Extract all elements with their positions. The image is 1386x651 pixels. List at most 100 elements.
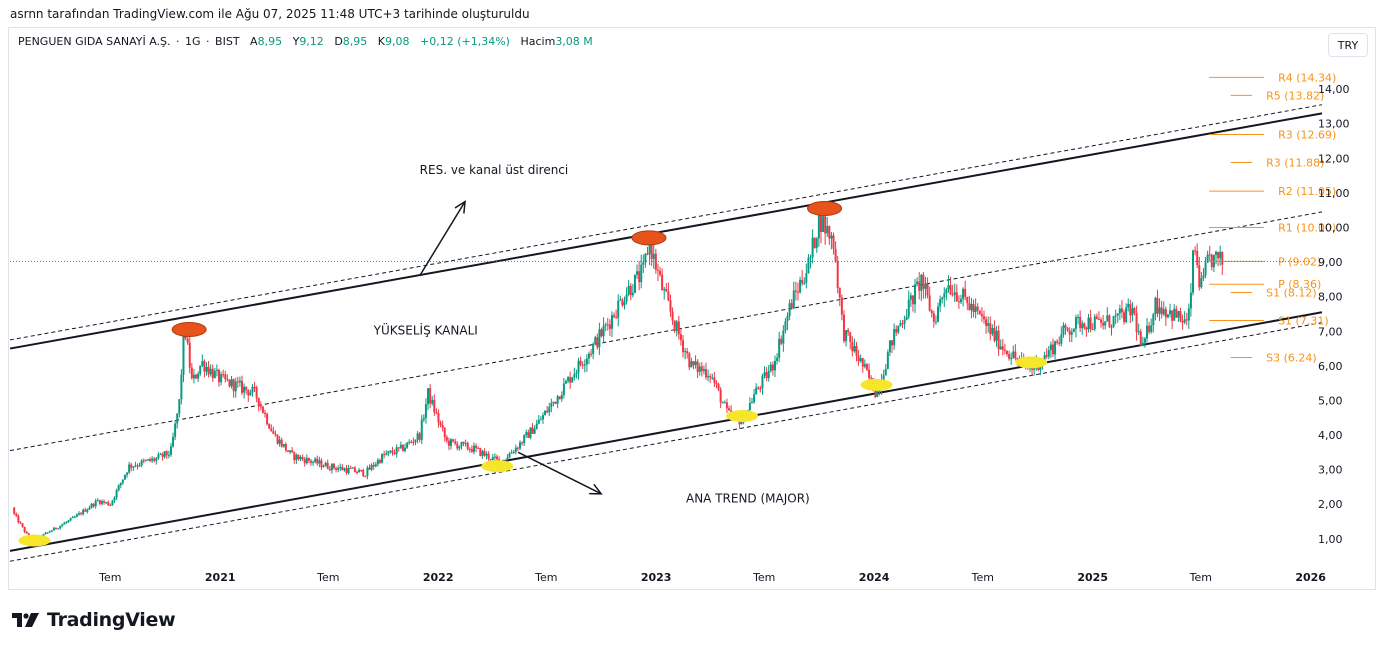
candle-body bbox=[1135, 313, 1138, 333]
tradingview-brand[interactable]: TradingView bbox=[11, 609, 176, 631]
candle-body bbox=[692, 361, 695, 366]
upper-dashed-line[interactable] bbox=[9, 104, 1323, 341]
top-ellipse[interactable] bbox=[171, 322, 207, 338]
candle-body bbox=[215, 369, 218, 371]
legend-volume-value: 3,08 M bbox=[555, 35, 593, 48]
legend-symbol[interactable]: PENGUEN GIDA SANAYİ A.Ş. bbox=[18, 35, 171, 48]
candle-body bbox=[475, 445, 478, 448]
candle-body bbox=[1194, 250, 1197, 252]
candle-body bbox=[75, 514, 78, 517]
candle-body bbox=[619, 299, 622, 301]
top-ellipse[interactable] bbox=[807, 200, 843, 216]
candle-body bbox=[103, 501, 106, 503]
candle-body bbox=[510, 452, 513, 454]
candle-body bbox=[94, 500, 97, 507]
candle-body bbox=[54, 527, 57, 529]
candle-body bbox=[602, 325, 605, 337]
candle-body bbox=[364, 476, 367, 478]
top-ellipse[interactable] bbox=[631, 230, 667, 246]
candle-body bbox=[293, 452, 296, 461]
candle-body bbox=[905, 316, 908, 320]
candle-body bbox=[836, 261, 839, 288]
candle-body bbox=[723, 402, 726, 404]
upper-channel-line[interactable] bbox=[9, 112, 1323, 350]
candle-body bbox=[1049, 344, 1052, 351]
candle-body bbox=[690, 361, 693, 368]
candle-body bbox=[226, 379, 229, 381]
candle-body bbox=[439, 422, 442, 426]
candle-body bbox=[924, 284, 927, 289]
bottom-ellipse[interactable] bbox=[860, 378, 893, 391]
candle-body bbox=[755, 387, 758, 395]
candle-body bbox=[759, 388, 762, 390]
candle-body bbox=[516, 447, 519, 449]
candle-body bbox=[399, 444, 402, 448]
candle-body bbox=[466, 442, 469, 449]
lower-dashed-line[interactable] bbox=[9, 322, 1323, 562]
candle-body bbox=[1179, 311, 1182, 322]
candle-body bbox=[44, 532, 47, 535]
candle-body bbox=[1215, 251, 1218, 255]
candle-body bbox=[891, 340, 894, 346]
candle-body bbox=[583, 364, 586, 366]
candle-body bbox=[644, 253, 647, 263]
candle-body bbox=[859, 358, 862, 362]
candle-body bbox=[985, 319, 988, 326]
trend-arrow[interactable] bbox=[517, 451, 603, 495]
pivot-label: R4 (14.34) bbox=[1278, 71, 1336, 84]
candle-body bbox=[987, 323, 990, 326]
trend-annotation[interactable]: ANA TREND (MAJOR) bbox=[686, 491, 810, 505]
bottom-ellipse[interactable] bbox=[18, 534, 51, 547]
bottom-ellipse[interactable] bbox=[1015, 356, 1048, 369]
candle-body bbox=[909, 295, 912, 300]
candle-body bbox=[1045, 355, 1048, 357]
candle-body bbox=[1081, 323, 1084, 329]
candle-body bbox=[389, 450, 392, 452]
legend-close-value: 9,08 bbox=[385, 35, 410, 48]
x-tick-label: 2021 bbox=[205, 571, 236, 584]
resistance-annotation[interactable]: RES. ve kanal üst direnci bbox=[420, 163, 569, 177]
candle-body bbox=[886, 352, 889, 369]
candle-body bbox=[98, 500, 101, 504]
candle-body bbox=[1154, 297, 1157, 315]
candle-body bbox=[1196, 251, 1199, 266]
candle-body bbox=[849, 332, 852, 342]
candle-body bbox=[437, 413, 440, 423]
resistance-arrow[interactable] bbox=[419, 200, 466, 277]
candle-body bbox=[679, 334, 682, 341]
candle-body bbox=[840, 297, 843, 315]
lower-trend-line[interactable] bbox=[9, 311, 1323, 552]
channel-annotation[interactable]: YÜKSELİŞ KANALI bbox=[373, 322, 478, 338]
candle-body bbox=[809, 257, 812, 259]
candle-body bbox=[629, 285, 632, 296]
candle-body bbox=[826, 226, 829, 234]
candle-body bbox=[636, 271, 639, 275]
candle-body bbox=[146, 459, 149, 461]
candle-body bbox=[412, 442, 415, 444]
candle-body bbox=[575, 372, 578, 375]
candle-body bbox=[163, 451, 166, 457]
legend-interval[interactable]: 1G bbox=[185, 35, 201, 48]
currency-button[interactable]: TRY bbox=[1328, 33, 1368, 57]
candle-body bbox=[914, 284, 917, 305]
middle-dashed-line[interactable] bbox=[9, 211, 1323, 452]
candle-body bbox=[261, 406, 264, 413]
candle-body bbox=[815, 238, 818, 248]
candle-body bbox=[249, 392, 252, 396]
candle-body bbox=[136, 465, 139, 467]
candle-body bbox=[232, 379, 235, 392]
candle-body bbox=[57, 528, 60, 530]
bottom-ellipse[interactable] bbox=[726, 409, 759, 422]
candle-body bbox=[182, 331, 185, 375]
candle-body bbox=[17, 515, 20, 523]
candle-body bbox=[349, 467, 352, 469]
candle-body bbox=[656, 269, 659, 271]
bottom-ellipse[interactable] bbox=[481, 460, 514, 473]
candle-body bbox=[811, 237, 814, 258]
y-tick-label: 11,00 bbox=[1318, 187, 1350, 200]
candle-body bbox=[822, 216, 825, 232]
candle-body bbox=[1054, 341, 1057, 355]
candle-body bbox=[761, 375, 764, 389]
candle-body bbox=[280, 439, 283, 447]
